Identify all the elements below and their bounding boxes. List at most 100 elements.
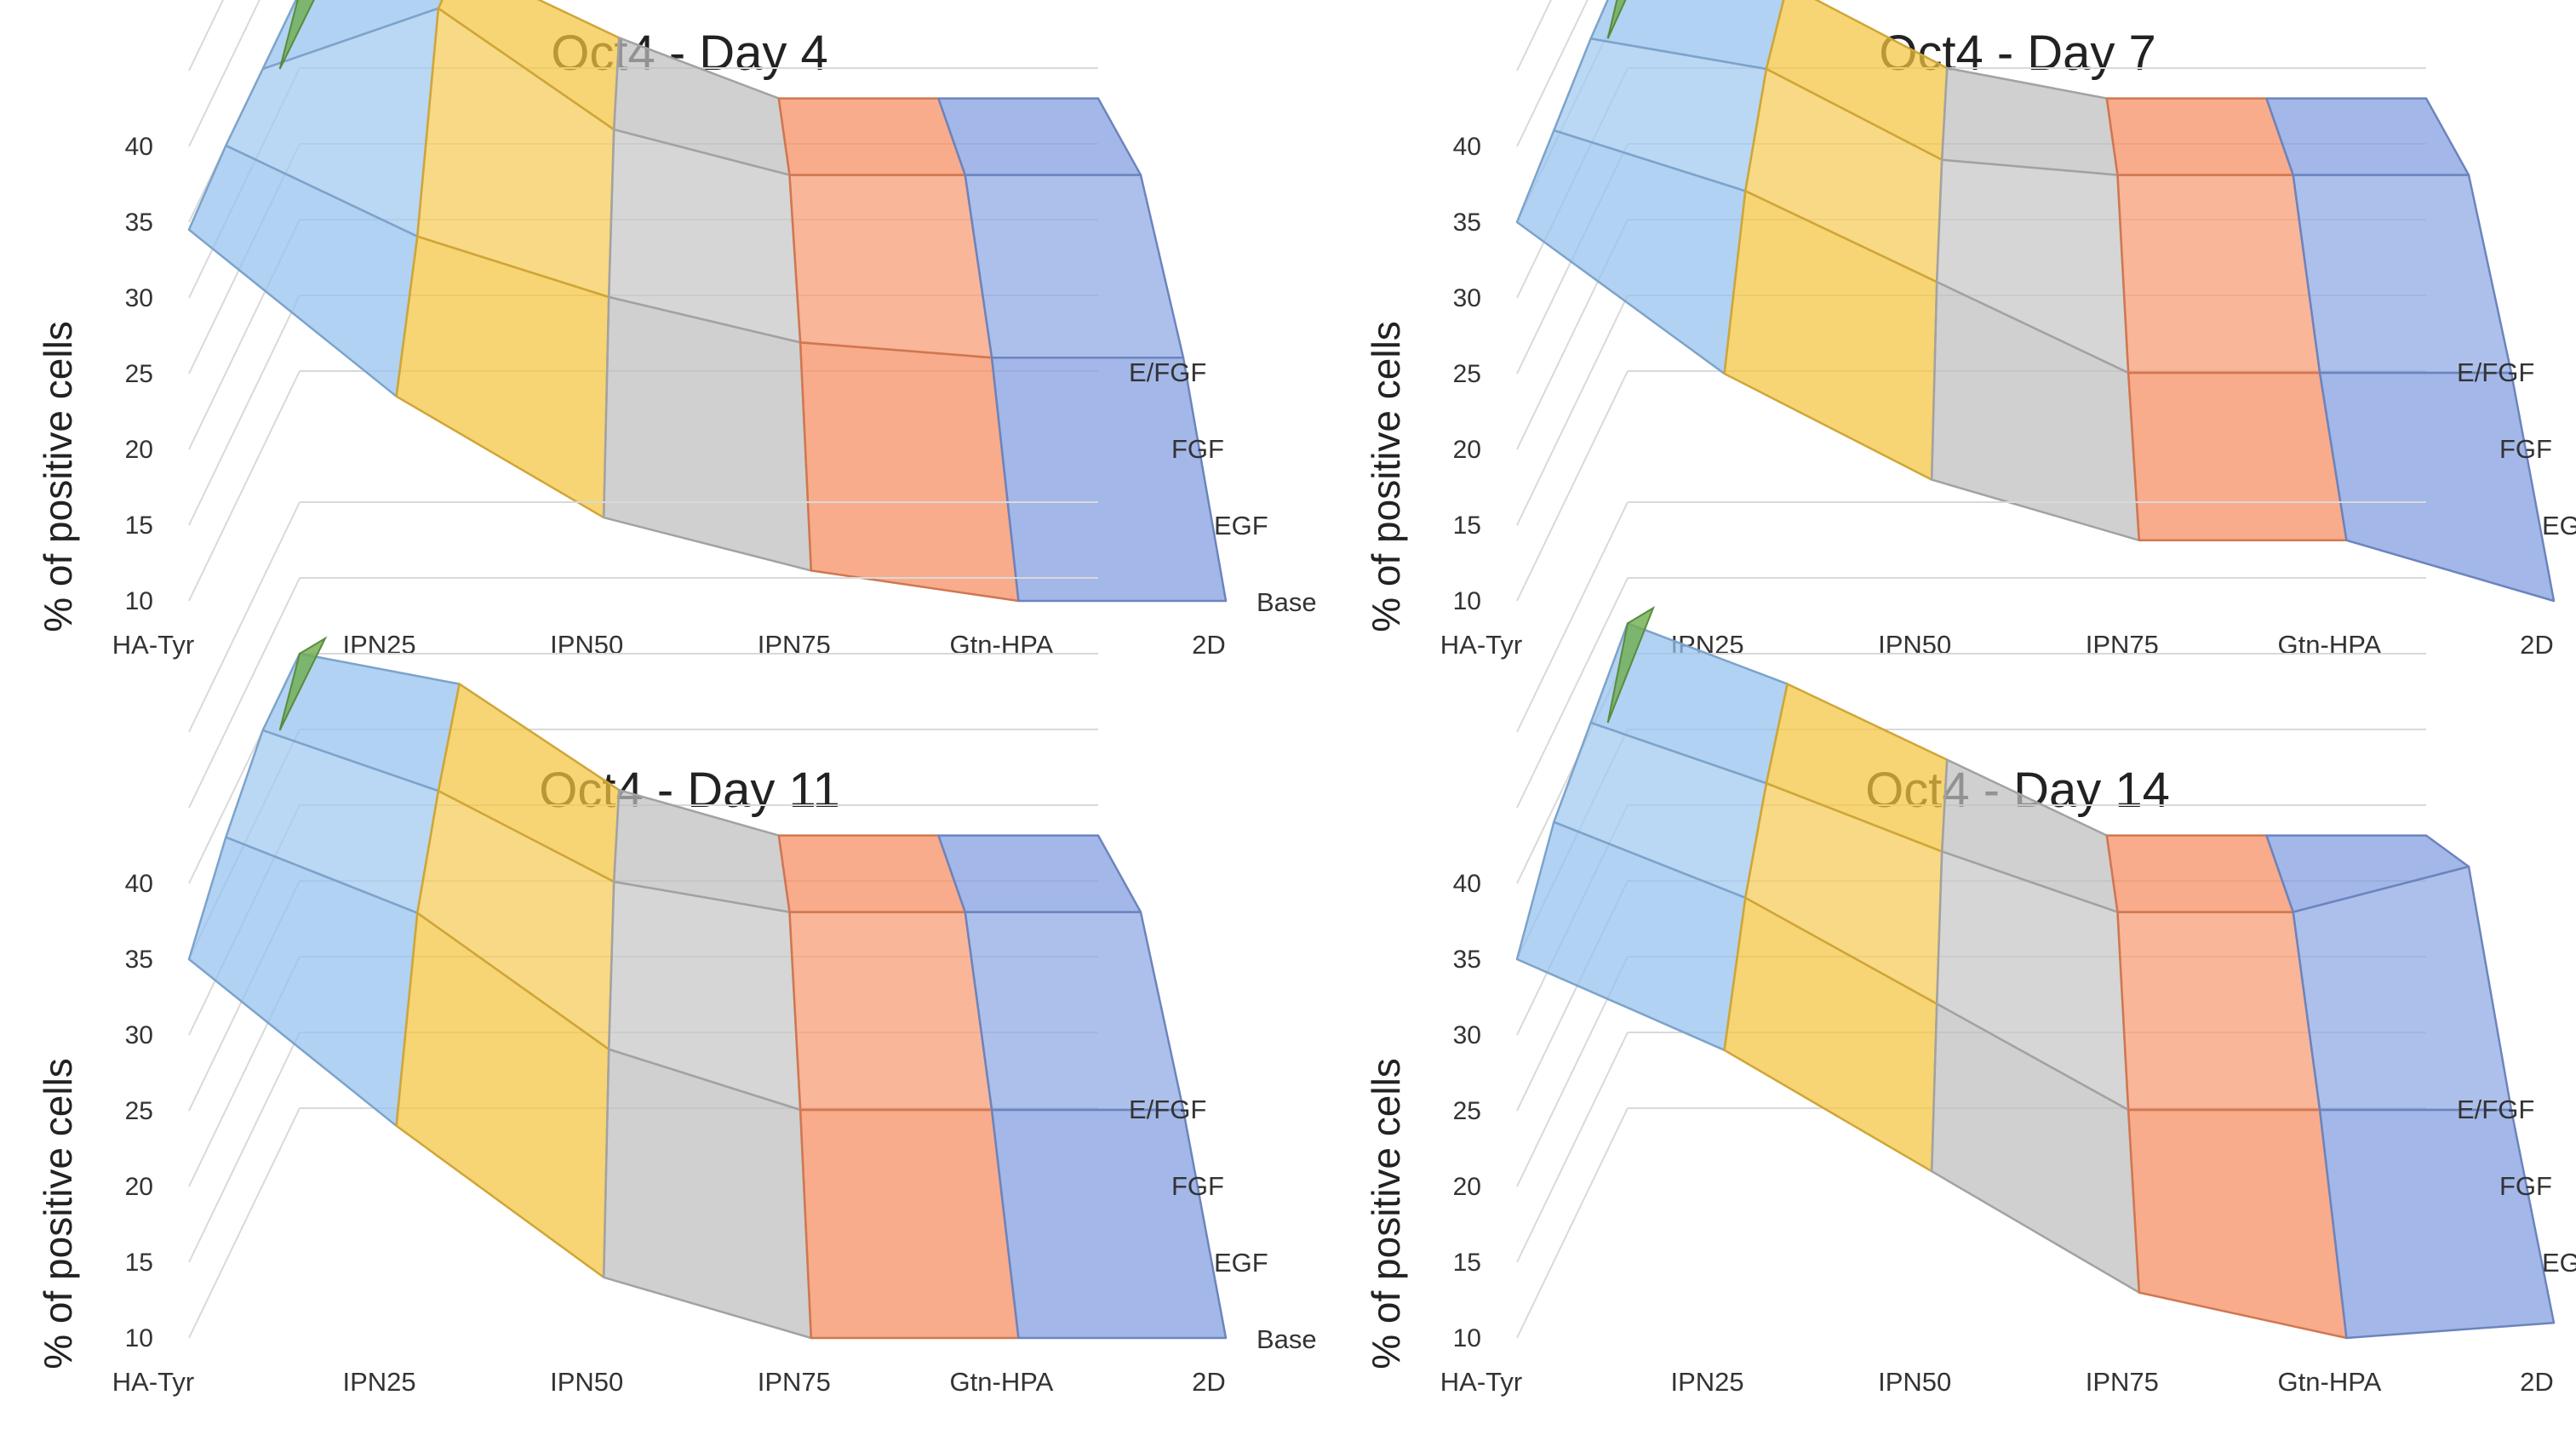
y-tick-label: 30 (125, 284, 153, 312)
y-tick-label: 25 (125, 1097, 153, 1125)
x-category-labels: HA-Tyr IPN25 IPN50 IPN75 Gtn-HPA 2D (112, 1367, 1226, 1397)
y-tick-label: 20 (1453, 1173, 1481, 1201)
series-label: E/FGF (2457, 1095, 2534, 1124)
x-category-label: Gtn-HPA (2278, 1367, 2382, 1397)
series-label: E/FGF (2457, 357, 2534, 387)
surface-cell (799, 341, 1020, 603)
gridline-side (188, 294, 301, 526)
y-tick-label: 40 (125, 870, 153, 898)
surface (187, 0, 1228, 603)
y-tick-label: 35 (125, 209, 153, 237)
y-tick-label: 20 (1453, 436, 1481, 464)
x-category-label: IPN50 (550, 630, 623, 660)
surface-cell (2127, 371, 2348, 542)
surface (1515, 606, 2556, 1340)
gridline-side (1516, 1032, 1629, 1263)
surface-cell (799, 1108, 1020, 1340)
y-tick-label: 15 (125, 512, 153, 540)
surface-cell (2318, 1108, 2556, 1340)
x-category-label: IPN50 (1878, 1367, 1951, 1397)
x-category-label: IPN25 (343, 1367, 416, 1397)
surface-peak-band (1606, 606, 1656, 723)
surface-cell (2116, 174, 2321, 374)
x-category-label: IPN75 (2086, 1367, 2159, 1397)
gridline-side (1516, 577, 1629, 809)
surface-cell (2105, 97, 2294, 176)
y-tick-label: 25 (1453, 360, 1481, 388)
x-category-label: 2D (1192, 630, 1226, 660)
surface-cell (2105, 834, 2294, 913)
chart-panel-4: Oct4 - Day 14% of positive cells 10152025… (1364, 501, 2576, 1397)
x-category-labels: HA-Tyr IPN25 IPN50 IPN75 Gtn-HPA 2D (112, 630, 1226, 660)
x-category-label: Gtn-HPA (950, 630, 1054, 660)
y-tick-label: 10 (1453, 587, 1481, 615)
series-labels: Base EGF FGF E/FGF (1129, 357, 1317, 617)
surface-cell (777, 834, 966, 913)
series-label: Base (1257, 587, 1317, 617)
y-tick-label: 30 (1453, 1021, 1481, 1049)
y-tick-labels: 10 15 20 25 30 35 40 (1453, 870, 1481, 1352)
y-tick-label: 40 (1453, 133, 1481, 161)
series-label: FGF (1171, 1171, 1224, 1201)
x-category-labels: HA-Tyr IPN25 IPN50 IPN75 Gtn-HPA 2D (1440, 630, 2554, 660)
x-category-label: Gtn-HPA (2278, 630, 2382, 660)
gridline-side (188, 501, 301, 733)
x-category-label: Gtn-HPA (950, 1367, 1054, 1397)
y-tick-label: 35 (1453, 209, 1481, 237)
series-label: EGF (1214, 1248, 1268, 1278)
series-label: E/FGF (1129, 1095, 1206, 1124)
y-tick-labels: 10 15 20 25 30 35 40 (125, 133, 153, 615)
surface-peak-band (1606, 0, 1627, 39)
series-label: EGF (2542, 1248, 2576, 1278)
panels: Oct4 - Day 4% of positive cells 101520253… (36, 0, 2576, 1397)
series-label: FGF (2499, 434, 2552, 464)
series-label: EGF (1214, 511, 1268, 540)
x-category-labels: HA-Tyr IPN25 IPN50 IPN75 Gtn-HPA 2D (1440, 1367, 2554, 1397)
chart-panel-3: Oct4 - Day 11% of positive cells 10152025… (36, 501, 1317, 1397)
y-tick-label: 40 (1453, 870, 1481, 898)
y-tick-label: 35 (125, 946, 153, 974)
gridline-side (188, 577, 301, 809)
y-tick-label: 15 (1453, 512, 1481, 540)
surface (187, 636, 1228, 1340)
surface-cell (990, 356, 1228, 603)
y-tick-label: 30 (1453, 284, 1481, 312)
y-tick-label: 30 (125, 1021, 153, 1049)
y-tick-label: 10 (125, 1324, 153, 1352)
x-category-label: IPN50 (1878, 630, 1951, 660)
y-tick-label: 25 (1453, 1097, 1481, 1125)
gridline-side (1516, 501, 1629, 733)
surface-peak-band (278, 636, 328, 731)
y-axis-title: % of positive cells (36, 1058, 80, 1369)
gridline-side (188, 0, 260, 147)
x-category-label: HA-Tyr (112, 630, 194, 660)
x-category-label: IPN75 (758, 630, 831, 660)
series-label: E/FGF (1129, 357, 1206, 387)
y-tick-label: 10 (125, 587, 153, 615)
y-tick-label: 25 (125, 360, 153, 388)
surface-cell (2116, 911, 2321, 1112)
gridline-side (1516, 0, 1553, 71)
x-category-label: 2D (2520, 1367, 2554, 1397)
chart-panel-2: Oct4 - Day 7% of positive cells 101520253… (1364, 0, 2576, 660)
x-category-label: IPN50 (550, 1367, 623, 1397)
y-tick-labels: 10 15 20 25 30 35 40 (125, 870, 153, 1352)
y-tick-label: 40 (125, 133, 153, 161)
series-label: FGF (1171, 434, 1224, 464)
y-tick-label: 15 (125, 1249, 153, 1277)
surface-cell (788, 174, 993, 359)
y-tick-label: 20 (125, 1173, 153, 1201)
y-tick-label: 15 (1453, 1249, 1481, 1277)
gridline-side (188, 370, 301, 602)
x-category-label: HA-Tyr (1440, 630, 1522, 660)
gridline-side (1516, 0, 1589, 147)
x-category-label: HA-Tyr (112, 1367, 194, 1397)
y-tick-label: 10 (1453, 1324, 1481, 1352)
gridline-side (188, 1032, 301, 1263)
y-tick-label: 35 (1453, 946, 1481, 974)
surface (1515, 0, 2556, 603)
